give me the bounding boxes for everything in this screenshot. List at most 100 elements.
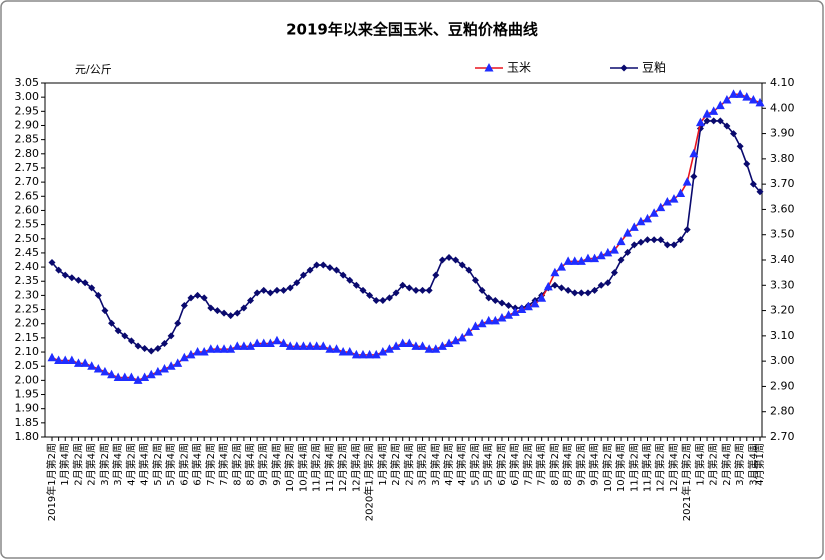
- point: [212, 344, 222, 353]
- point: [556, 262, 566, 271]
- y-tick-label: 2.65: [15, 189, 40, 202]
- point: [339, 271, 347, 279]
- x-tick-label: 11月第4周: [323, 443, 336, 492]
- point: [470, 321, 480, 331]
- x-tick-label: 3月第2周: [416, 443, 429, 486]
- legend-label: 豆粕: [642, 60, 666, 75]
- x-tick-label: 8月第2周: [548, 443, 561, 486]
- point: [199, 347, 209, 356]
- point: [432, 271, 440, 279]
- point: [629, 222, 639, 231]
- point: [690, 173, 698, 181]
- x-tick-label: 2019年1月第2周: [45, 443, 58, 521]
- point: [425, 286, 433, 294]
- point: [636, 216, 646, 226]
- point: [159, 364, 169, 373]
- point: [114, 327, 122, 335]
- y2-tick-label: 2.90: [770, 379, 795, 392]
- y2-tick-label: 3.50: [770, 228, 795, 241]
- point: [637, 238, 645, 246]
- point: [577, 289, 585, 297]
- point: [604, 279, 612, 287]
- x-tick-label: 3月第4周: [746, 443, 759, 486]
- point: [716, 117, 724, 125]
- point: [358, 349, 368, 359]
- point: [279, 338, 289, 348]
- point: [399, 281, 407, 289]
- point: [630, 241, 638, 249]
- point: [120, 372, 130, 382]
- y-tick-label: 2.55: [15, 218, 40, 231]
- point: [656, 202, 666, 212]
- point: [285, 341, 295, 350]
- point: [140, 372, 150, 382]
- point: [464, 327, 474, 336]
- y-tick-label: 2.10: [15, 345, 40, 358]
- x-tick-label: 3月第2周: [98, 443, 111, 486]
- point: [273, 286, 281, 294]
- y2-tick-label: 3.20: [770, 304, 795, 317]
- point: [94, 291, 102, 299]
- point: [286, 284, 294, 292]
- y-tick-label: 2.90: [15, 118, 40, 131]
- point: [100, 366, 110, 376]
- x-tick-label: 5月第4周: [164, 443, 177, 486]
- x-tick-label: 5月第4周: [482, 443, 495, 486]
- point: [485, 294, 493, 302]
- point: [220, 309, 228, 317]
- point: [504, 310, 514, 319]
- x-tick-label: 5月第2周: [468, 443, 481, 486]
- point: [352, 281, 360, 289]
- point: [543, 281, 553, 291]
- point: [306, 266, 314, 274]
- point: [153, 366, 163, 376]
- point: [160, 339, 168, 347]
- point: [452, 256, 460, 264]
- x-tick-label: 6月第4周: [191, 443, 204, 486]
- point: [689, 148, 699, 158]
- point: [603, 247, 613, 257]
- point: [147, 347, 155, 355]
- point: [384, 344, 394, 353]
- point: [610, 269, 618, 277]
- point: [742, 92, 752, 101]
- y-tick-label: 2.85: [15, 133, 40, 146]
- x-tick-label: 2月第4周: [720, 443, 733, 486]
- point: [60, 355, 70, 365]
- x-tick-label: 10月第4周: [296, 443, 309, 492]
- y2-tick-label: 4.00: [770, 101, 795, 114]
- point: [756, 188, 764, 196]
- point: [437, 341, 447, 350]
- point: [107, 369, 117, 379]
- y2-tick-label: 3.10: [770, 329, 795, 342]
- x-tick-label: 8月第4周: [244, 443, 257, 486]
- x-tick-label: 12月第2周: [654, 443, 667, 492]
- x-tick-label: 1月第4周: [693, 443, 706, 486]
- y-tick-label: 2.45: [15, 246, 40, 259]
- y2-tick-label: 3.60: [770, 202, 795, 215]
- point: [233, 309, 241, 317]
- point: [146, 369, 156, 379]
- point: [616, 236, 626, 246]
- point: [497, 313, 507, 322]
- x-tick-label: 4月第4周: [455, 443, 468, 486]
- point: [523, 301, 533, 311]
- point: [404, 338, 414, 348]
- point: [597, 281, 605, 289]
- point: [471, 276, 479, 284]
- point: [662, 196, 672, 206]
- point: [730, 130, 738, 138]
- point: [318, 341, 328, 350]
- x-tick-label: 9月第4周: [270, 443, 283, 486]
- point: [173, 358, 183, 367]
- point: [570, 256, 580, 265]
- x-tick-label: 1月第4周: [376, 443, 389, 486]
- point: [134, 342, 142, 350]
- point: [583, 253, 593, 263]
- point: [48, 259, 56, 267]
- y-tick-label: 2.00: [15, 373, 40, 386]
- point: [385, 294, 393, 302]
- point: [458, 261, 466, 269]
- point: [141, 345, 149, 352]
- x-tick-label: 2月第4周: [402, 443, 415, 486]
